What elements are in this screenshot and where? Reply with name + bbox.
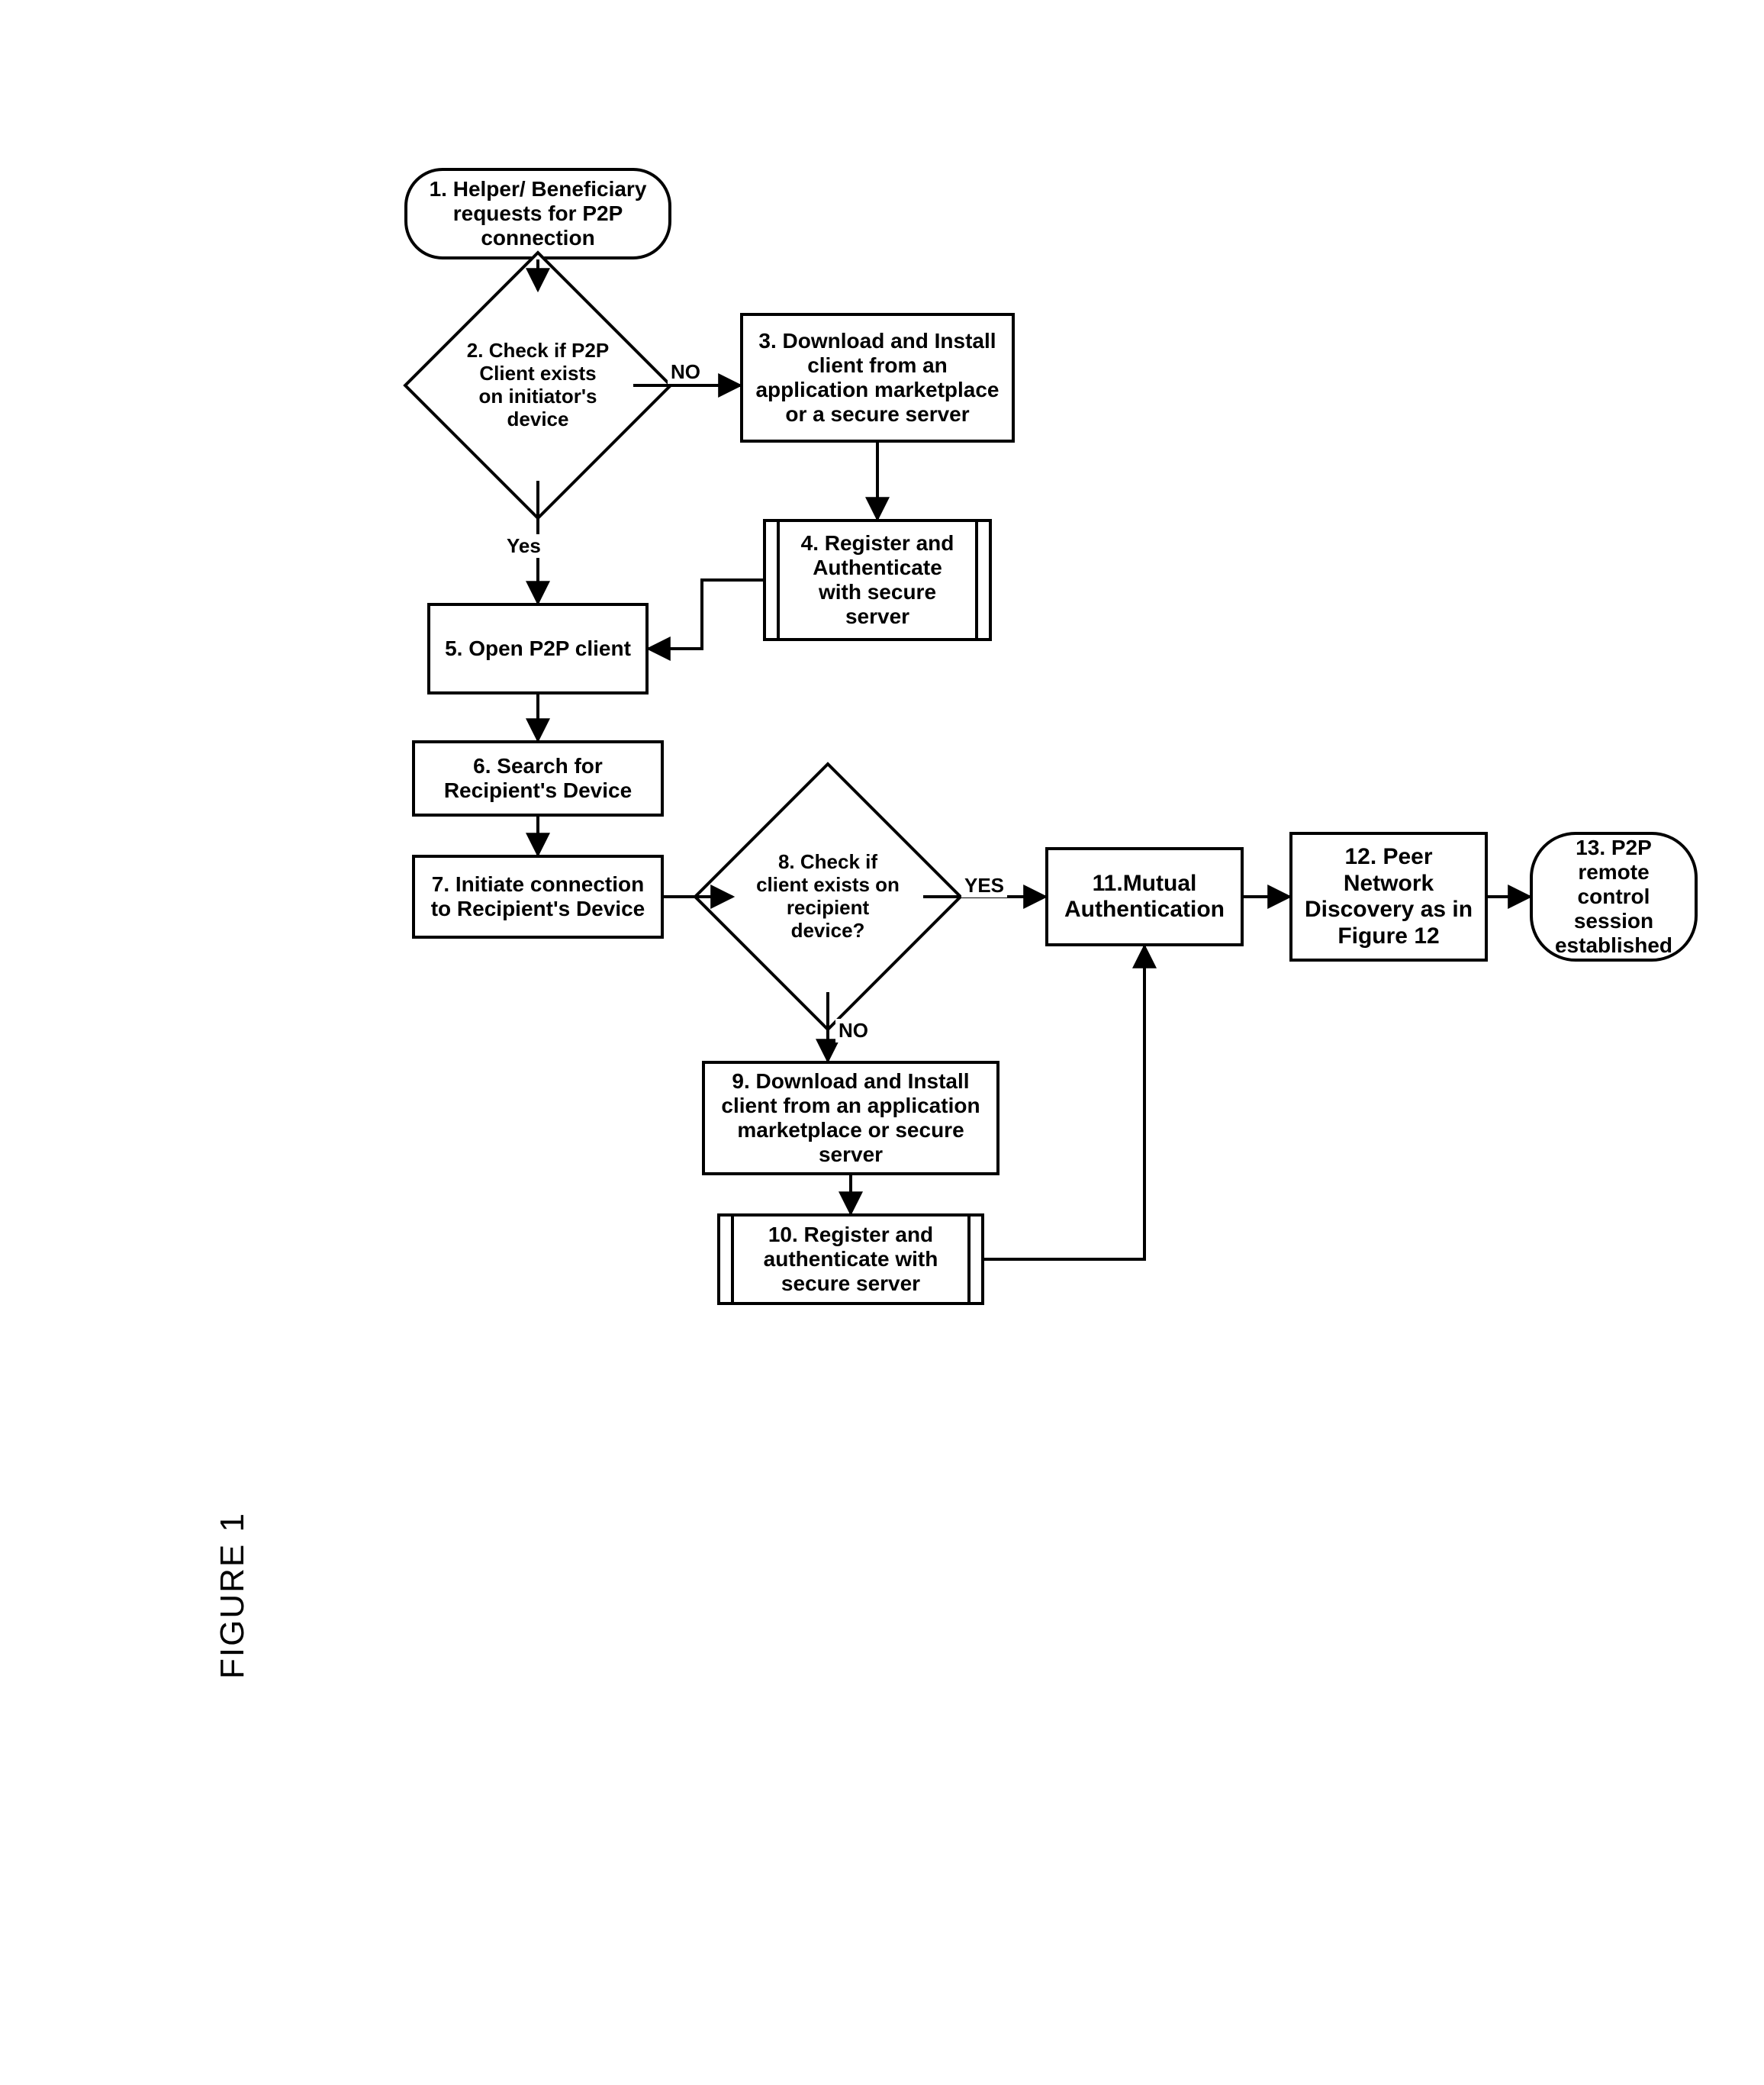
node-2-label: 2. Check if P2P Client exists on initiat… [443,290,633,481]
node-13-end: 13. P2P remote control session establish… [1530,832,1698,962]
node-10-predef: 10. Register and authenticate with secur… [717,1213,984,1305]
node-8-label: 8. Check if client exists on recipient d… [732,801,923,992]
edge-label-2-no: NO [668,360,703,384]
node-11-process: 11.Mutual Authentication [1045,847,1244,946]
node-10-label: 10. Register and authenticate with secur… [728,1223,974,1297]
node-9-process: 9. Download and Install client from an a… [702,1061,999,1175]
node-13-label: 13. P2P remote control session establish… [1540,836,1687,959]
figure-caption: FIGURE 1 [214,1512,252,1679]
flowchart-page: 1. Helper/ Beneficiary requests for P2P … [0,0,1764,2085]
node-9-label: 9. Download and Install client from an a… [713,1069,989,1168]
node-7-label: 7. Initiate connection to Recipient's De… [423,872,653,921]
node-7-process: 7. Initiate connection to Recipient's De… [412,855,664,939]
edge-label-8-yes: YES [961,874,1007,897]
node-3-process: 3. Download and Install client from an a… [740,313,1015,443]
node-12-label: 12. Peer Network Discovery as in Figure … [1300,844,1477,949]
node-4-predef: 4. Register and Authenticate with secure… [763,519,992,641]
node-12-process: 12. Peer Network Discovery as in Figure … [1289,832,1488,962]
node-6-process: 6. Search for Recipient's Device [412,740,664,817]
node-6-label: 6. Search for Recipient's Device [423,754,653,803]
node-2-decision: 2. Check if P2P Client exists on initiat… [443,290,633,481]
node-5-process: 5. Open P2P client [427,603,649,694]
node-5-label: 5. Open P2P client [445,636,631,661]
node-4-label: 4. Register and Authenticate with secure… [774,531,981,630]
edge-label-8-no: NO [835,1019,871,1042]
node-1-label: 1. Helper/ Beneficiary requests for P2P … [415,177,661,251]
node-1-start: 1. Helper/ Beneficiary requests for P2P … [404,168,671,259]
node-11-label: 11.Mutual Authentication [1056,871,1233,923]
node-3-label: 3. Download and Install client from an a… [751,329,1004,427]
node-8-decision: 8. Check if client exists on recipient d… [732,801,923,992]
edge-label-2-yes: Yes [504,534,544,558]
